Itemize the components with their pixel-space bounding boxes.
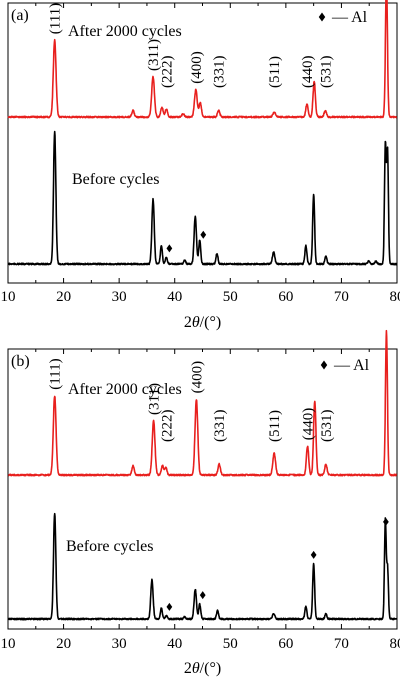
peak-index-label: (400) [189,361,205,394]
peak-index-label: (511) [267,410,283,442]
x-tick-label: 70 [334,289,349,305]
legend-label: — Al [331,9,368,26]
x-tick-label: 40 [167,636,182,652]
al-legend-marker-icon [318,12,326,22]
before-cycles-trace [7,512,398,621]
al-marker-icon [383,517,389,526]
x-axis-label: 2θ/(°) [184,660,221,677]
x-tick-label: 40 [167,289,182,305]
al-marker-icon [200,230,207,239]
legend-label: — Al [333,357,370,374]
al-legend-marker-icon [320,360,328,370]
peak-index-label: (531) [318,56,334,89]
x-tick-label: 20 [56,636,71,652]
x-tick-label: 50 [223,636,238,652]
al-marker-icon [166,244,173,253]
after-cycles-label: After 2000 cycles [68,381,182,398]
x-tick-label: 70 [334,636,349,652]
peak-index-label: (111) [48,358,64,389]
peak-index-label: (531) [319,410,335,443]
peak-index-label: (440) [301,408,317,441]
chart-panel-b: After 2000 cycles(111) (311)(222) (400) (33… [1,329,400,677]
legend: — Al [320,357,370,374]
peak-index-label: (111) [48,3,64,34]
after-cycles-label: After 2000 cycles [68,23,182,40]
after-cycles-trace [7,0,398,119]
x-tick-label: 80 [390,636,400,652]
al-marker-icon [166,602,173,611]
before-cycles-label: Before cycles [66,538,154,555]
panel-label: (b) [11,353,30,370]
x-tick-label: 10 [1,636,16,652]
x-tick-label: 30 [112,636,127,652]
after-cycles-trace [7,329,398,477]
peak-index-label: (440) [300,56,316,89]
peak-index-label: (511) [267,56,283,88]
plot-frame [7,2,398,284]
before-cycles-label: Before cycles [72,171,160,188]
panel-label: (a) [11,7,29,24]
peak-index-label: (222) [159,410,175,443]
peak-index-label: (400) [189,51,205,84]
peak-index-label: (331) [212,56,228,89]
al-marker-icon [310,550,317,559]
x-tick-label: 30 [112,289,127,305]
before-cycles-trace [7,130,398,266]
peak-index-label: (331) [212,410,228,443]
x-tick-label: 60 [278,289,293,305]
x-tick-label: 80 [390,289,400,305]
peak-index-label: (311) [147,383,163,415]
peak-index-label: (222) [159,56,175,89]
x-tick-label: 20 [56,289,71,305]
x-tick-label: 50 [223,289,238,305]
legend: — Al [318,9,368,26]
x-axis-label: 2θ/(°) [184,314,221,331]
x-tick-label: 60 [278,636,293,652]
peak-index-label: (311) [146,39,162,71]
al-marker-icon [199,591,206,600]
chart-panel-a: After 2000 cycles(111) (311)(222) (400) (33… [1,0,400,331]
x-tick-label: 10 [1,289,16,305]
